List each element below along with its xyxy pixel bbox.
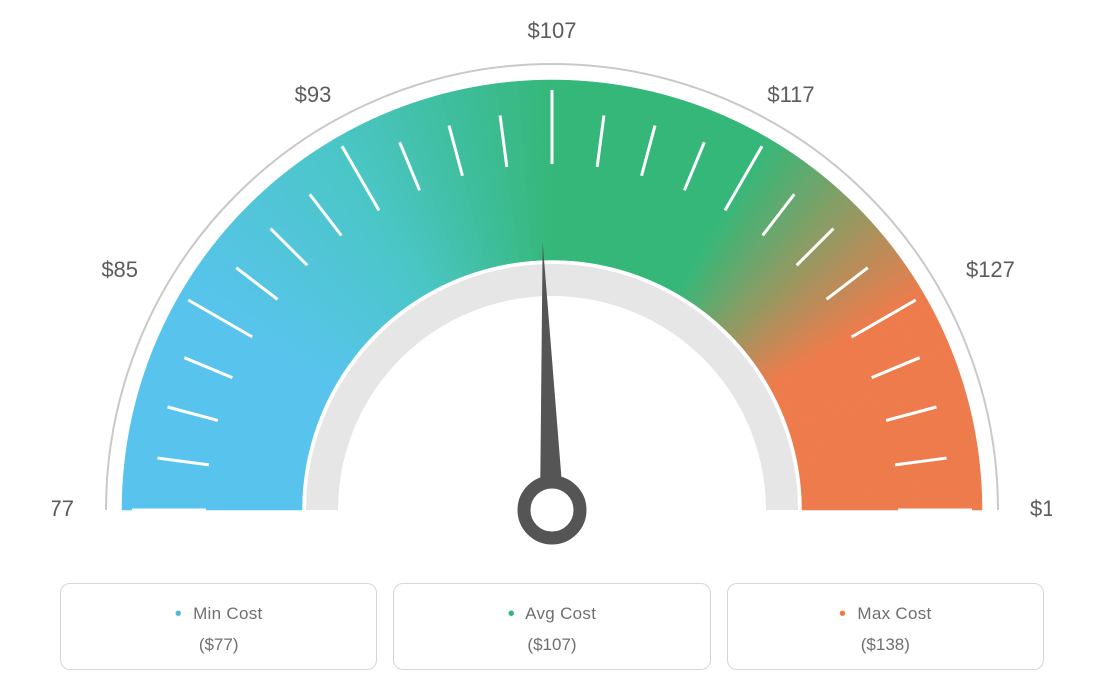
legend-title-avg: • Avg Cost xyxy=(404,602,699,625)
legend-value-min: ($77) xyxy=(71,635,366,655)
gauge-chart: $77 $85 $93 $107 $117 $127 $138 xyxy=(52,20,1052,560)
legend-row: • Min Cost ($77) • Avg Cost ($107) • Max… xyxy=(60,583,1044,670)
gauge-label: $117 xyxy=(767,82,814,107)
gauge-needle-ring xyxy=(524,482,580,538)
gauge-label: $93 xyxy=(295,82,332,107)
legend-card-min: • Min Cost ($77) xyxy=(60,583,377,670)
legend-card-avg: • Avg Cost ($107) xyxy=(393,583,710,670)
bullet-icon: • xyxy=(508,603,515,625)
legend-title-max: • Max Cost xyxy=(738,602,1033,625)
legend-value-max: ($138) xyxy=(738,635,1033,655)
gauge-svg: $77 $85 $93 $107 $117 $127 $138 xyxy=(52,20,1052,560)
gauge-label: $85 xyxy=(101,257,138,282)
gauge-label: $77 xyxy=(52,496,74,521)
gauge-label: $107 xyxy=(528,20,577,43)
bullet-icon: • xyxy=(839,603,846,625)
legend-card-max: • Max Cost ($138) xyxy=(727,583,1044,670)
legend-label: Min Cost xyxy=(193,604,262,623)
gauge-label: $138 xyxy=(1030,496,1052,521)
gauge-label: $127 xyxy=(966,257,1015,282)
legend-label: Max Cost xyxy=(857,604,931,623)
legend-label: Avg Cost xyxy=(525,604,596,623)
bullet-icon: • xyxy=(175,603,182,625)
legend-title-min: • Min Cost xyxy=(71,602,366,625)
legend-value-avg: ($107) xyxy=(404,635,699,655)
